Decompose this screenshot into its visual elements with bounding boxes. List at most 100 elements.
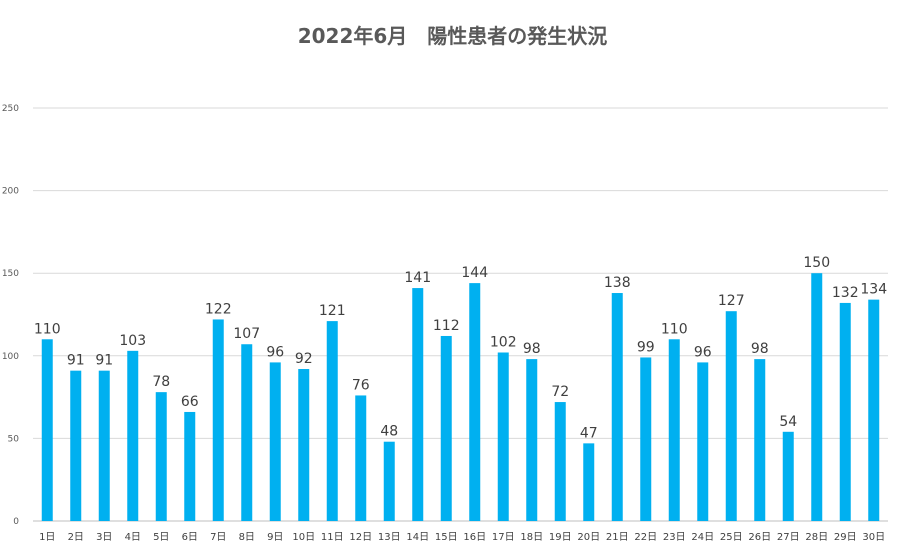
data-label: 132	[832, 285, 859, 301]
x-tick-label: 22日	[634, 532, 657, 543]
data-label: 127	[718, 293, 745, 309]
bar	[497, 352, 509, 521]
data-label: 102	[490, 334, 517, 350]
bar	[668, 339, 680, 521]
x-tick-label: 14日	[406, 532, 429, 543]
x-tick-label: 4日	[125, 532, 141, 543]
bar	[754, 359, 766, 521]
x-tick-label: 24日	[691, 532, 714, 543]
bar	[269, 362, 281, 521]
data-label: 48	[380, 424, 398, 440]
x-tick-label: 20日	[577, 532, 600, 543]
bar	[98, 370, 110, 521]
x-tick-label: 11日	[321, 532, 344, 543]
data-label: 107	[233, 326, 260, 342]
x-tick-label: 21日	[606, 532, 629, 543]
bar	[611, 293, 623, 521]
data-label: 134	[860, 282, 887, 298]
y-tick-label: 50	[8, 434, 20, 444]
data-label: 54	[779, 414, 797, 430]
data-label: 144	[461, 265, 488, 281]
bar	[212, 319, 224, 521]
x-tick-label: 6日	[182, 532, 198, 543]
x-tick-label: 10日	[292, 532, 315, 543]
data-label: 138	[604, 275, 631, 291]
x-tick-label: 17日	[492, 532, 515, 543]
bar	[782, 431, 794, 521]
data-label: 98	[523, 341, 541, 357]
x-tick-label: 3日	[96, 532, 112, 543]
bar	[583, 443, 595, 521]
bar	[355, 395, 367, 521]
data-label: 98	[751, 341, 769, 357]
bar	[383, 441, 395, 521]
data-label: 72	[551, 384, 569, 400]
x-tick-label: 5日	[153, 532, 169, 543]
data-label: 78	[152, 374, 170, 390]
data-label: 91	[67, 353, 85, 369]
bar	[440, 335, 452, 521]
x-tick-label: 15日	[435, 532, 458, 543]
data-label: 99	[637, 339, 655, 355]
x-tick-label: 9日	[267, 532, 283, 543]
bar	[725, 311, 737, 521]
y-tick-label: 150	[2, 269, 19, 279]
x-tick-label: 16日	[463, 532, 486, 543]
data-label: 150	[803, 255, 830, 271]
bar	[839, 302, 851, 521]
bar	[868, 299, 880, 521]
data-label: 92	[295, 351, 313, 367]
x-tick-label: 26日	[748, 532, 771, 543]
bar	[298, 369, 310, 521]
data-label: 122	[205, 301, 232, 317]
x-tick-label: 27日	[777, 532, 800, 543]
data-label: 110	[661, 321, 688, 337]
chart-title: 2022年6月 陽性患者の発生状況	[297, 24, 608, 48]
x-tick-label: 2日	[68, 532, 84, 543]
bar	[412, 288, 424, 521]
data-label: 47	[580, 425, 598, 441]
x-tick-label: 19日	[549, 532, 572, 543]
bar	[184, 411, 196, 521]
data-label: 66	[181, 394, 199, 410]
bar	[326, 321, 338, 521]
x-tick-label: 23日	[663, 532, 686, 543]
x-tick-label: 12日	[349, 532, 372, 543]
bar	[811, 273, 823, 521]
data-label: 76	[352, 377, 370, 393]
bar	[697, 362, 709, 521]
x-tick-label: 7日	[210, 532, 226, 543]
data-label: 121	[319, 303, 346, 319]
x-tick-label: 28日	[805, 532, 828, 543]
bar	[554, 402, 566, 521]
y-tick-label: 0	[13, 517, 19, 527]
bar	[127, 350, 139, 521]
bar	[526, 359, 538, 521]
data-label: 96	[266, 344, 284, 360]
grid-layer	[33, 107, 888, 522]
bar	[640, 357, 652, 521]
x-tick-label: 13日	[378, 532, 401, 543]
y-axis: 0 50 100 150 200 250	[2, 104, 19, 527]
y-tick-label: 100	[2, 352, 19, 362]
x-tick-label: 8日	[239, 532, 255, 543]
bars-layer	[41, 273, 880, 521]
data-label: 103	[119, 333, 146, 349]
y-tick-label: 250	[2, 104, 19, 114]
x-tick-label: 25日	[720, 532, 743, 543]
data-label: 96	[694, 344, 712, 360]
data-label: 141	[404, 270, 431, 286]
x-tick-label: 30日	[862, 532, 885, 543]
x-tick-label: 29日	[834, 532, 857, 543]
y-tick-label: 200	[2, 187, 19, 197]
bar	[70, 370, 82, 521]
x-axis: 1日 2日 3日 4日 5日 6日 7日 8日 9日 10日 11日 12日 13日 14日 15日 16日 1…	[39, 532, 885, 543]
bar	[41, 339, 53, 521]
data-label: 112	[433, 318, 460, 334]
x-tick-label: 1日	[39, 532, 55, 543]
data-label: 91	[95, 353, 113, 369]
data-label: 110	[34, 321, 61, 337]
x-tick-label: 18日	[520, 532, 543, 543]
